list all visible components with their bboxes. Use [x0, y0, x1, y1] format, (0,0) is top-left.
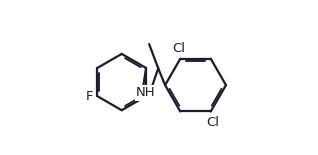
Text: Cl: Cl	[206, 116, 219, 129]
Text: NH: NH	[136, 86, 156, 99]
Text: F: F	[85, 90, 93, 103]
Text: Cl: Cl	[172, 42, 185, 55]
